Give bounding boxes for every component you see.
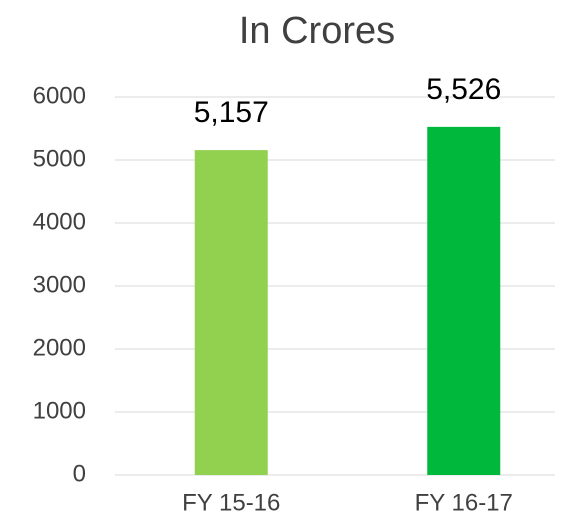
bar bbox=[427, 126, 501, 475]
x-tick-label: FY 15-16 bbox=[182, 489, 280, 516]
y-tick-label: 1000 bbox=[33, 397, 86, 424]
chart-title: In Crores bbox=[239, 10, 395, 52]
y-tick-label: 5000 bbox=[33, 145, 86, 172]
y-tick-label: 6000 bbox=[33, 82, 86, 109]
data-label: 5,526 bbox=[426, 73, 501, 106]
data-label: 5,157 bbox=[194, 96, 269, 129]
y-tick-label: 2000 bbox=[33, 334, 86, 361]
x-tick-label: FY 16-17 bbox=[415, 489, 513, 516]
bar bbox=[194, 150, 268, 475]
y-tick-label: 0 bbox=[73, 460, 86, 487]
y-tick-label: 4000 bbox=[33, 208, 86, 235]
y-tick-label: 3000 bbox=[33, 271, 86, 298]
